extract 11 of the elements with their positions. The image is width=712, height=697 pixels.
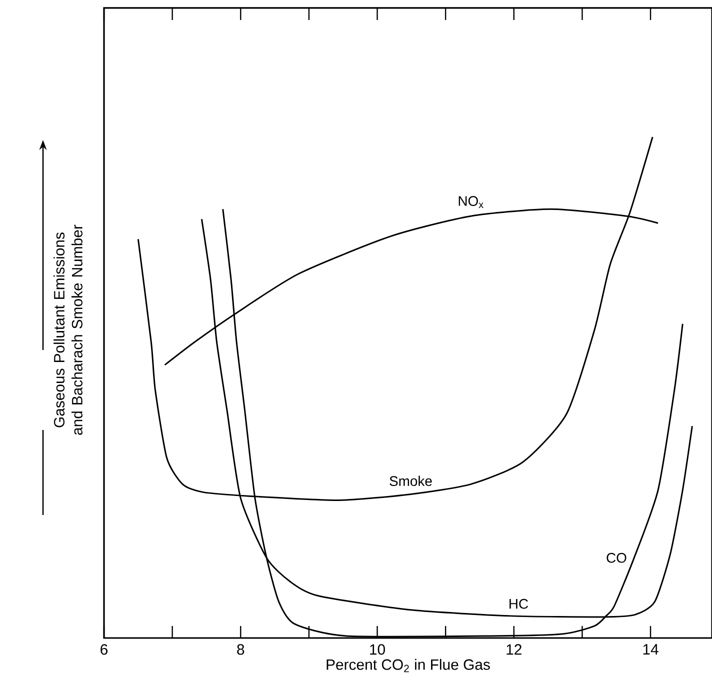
x-tick-label: 12 [506,644,522,655]
series-label: NO$_{x}$ [458,196,484,208]
x-tick-label: 14 [643,644,658,654]
x-tick-label: 10 [370,644,385,655]
x-tick-label: 6 [100,644,108,655]
x-tick-label: 8 [237,644,244,655]
series-label: CO [606,552,626,563]
series-label: HC [510,598,528,609]
x-axis-title: Percent CO$_{2}$ in Flue Gas [326,658,490,672]
y-axis-title: Gaseous Pollutant Emissions and Bacharach Smoke Number [54,224,82,435]
series-label: Smoke [390,476,432,486]
